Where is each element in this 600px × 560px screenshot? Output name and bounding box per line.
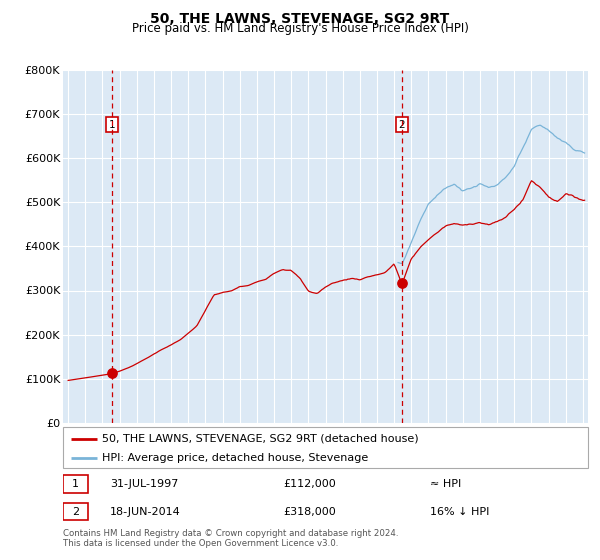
Text: 16% ↓ HPI: 16% ↓ HPI bbox=[431, 507, 490, 516]
FancyBboxPatch shape bbox=[63, 503, 88, 520]
Text: £112,000: £112,000 bbox=[284, 479, 336, 489]
Text: 31-JUL-1997: 31-JUL-1997 bbox=[110, 479, 179, 489]
Text: HPI: Average price, detached house, Stevenage: HPI: Average price, detached house, Stev… bbox=[103, 452, 368, 463]
Text: This data is licensed under the Open Government Licence v3.0.: This data is licensed under the Open Gov… bbox=[63, 539, 338, 548]
Point bbox=[107, 369, 117, 378]
Text: 50, THE LAWNS, STEVENAGE, SG2 9RT (detached house): 50, THE LAWNS, STEVENAGE, SG2 9RT (detac… bbox=[103, 433, 419, 444]
Text: 18-JUN-2014: 18-JUN-2014 bbox=[110, 507, 181, 516]
Text: Contains HM Land Registry data © Crown copyright and database right 2024.: Contains HM Land Registry data © Crown c… bbox=[63, 529, 398, 538]
Text: 50, THE LAWNS, STEVENAGE, SG2 9RT: 50, THE LAWNS, STEVENAGE, SG2 9RT bbox=[151, 12, 449, 26]
Text: Price paid vs. HM Land Registry's House Price Index (HPI): Price paid vs. HM Land Registry's House … bbox=[131, 22, 469, 35]
Text: 1: 1 bbox=[109, 120, 116, 130]
Text: 2: 2 bbox=[72, 507, 79, 516]
FancyBboxPatch shape bbox=[63, 427, 588, 468]
Text: £318,000: £318,000 bbox=[284, 507, 336, 516]
Text: ≈ HPI: ≈ HPI bbox=[431, 479, 462, 489]
Point bbox=[397, 278, 407, 287]
FancyBboxPatch shape bbox=[63, 475, 88, 493]
Text: 2: 2 bbox=[399, 120, 406, 130]
Text: 1: 1 bbox=[72, 479, 79, 489]
